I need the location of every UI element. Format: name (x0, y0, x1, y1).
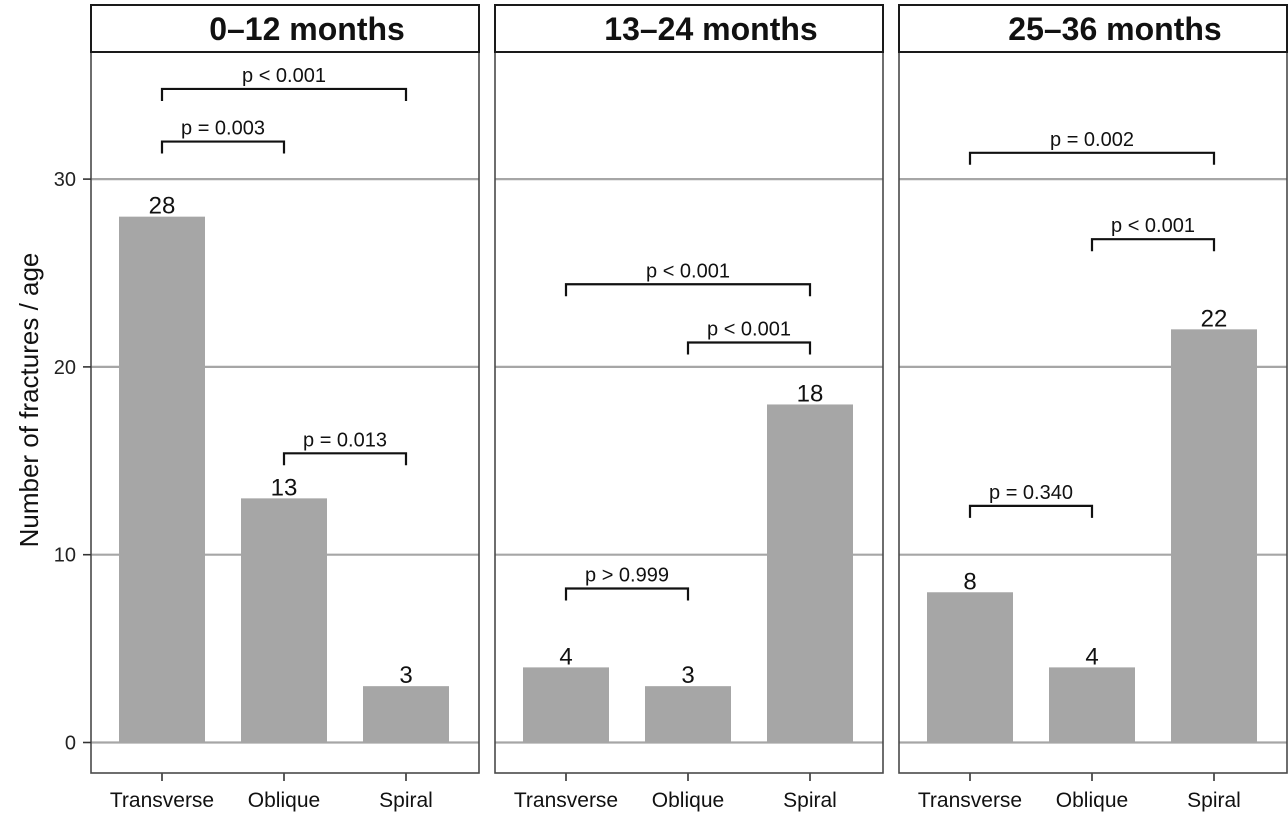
x-tick-label-spiral: Spiral (783, 789, 837, 812)
y-tick-label-10: 10 (54, 545, 76, 567)
y-tick-label-20: 20 (54, 357, 76, 379)
value-label-oblique: 3 (681, 662, 694, 689)
significance-bracket (160, 140, 286, 154)
significance-bracket (968, 504, 1094, 518)
significance-bracket (160, 87, 408, 101)
value-label-spiral: 22 (1201, 305, 1228, 332)
value-label-spiral: 18 (797, 380, 824, 407)
significance-bracket (1090, 238, 1216, 252)
p-value-label: p < 0.001 (242, 65, 326, 87)
panel-title: 25–36 months (1008, 11, 1221, 47)
panel-strip (90, 4, 480, 53)
panel-strip (494, 4, 884, 53)
x-tick-label-transverse: Transverse (110, 789, 214, 812)
x-tick-label-oblique: Oblique (652, 789, 724, 812)
p-value-label: p = 0.003 (181, 118, 265, 140)
panel-3: 8 4 22 p = 0.002 p < 0.001 p = 0.340 Transvers… (898, 4, 1288, 812)
p-value-label: p = 0.002 (1050, 129, 1134, 151)
p-value-label: p < 0.001 (707, 318, 791, 340)
y-axis-label: Number of fractures / age (14, 253, 44, 548)
p-value-label: p = 0.340 (989, 482, 1073, 504)
value-label-oblique: 13 (271, 474, 298, 501)
bar-spiral (363, 686, 449, 743)
significance-bracket (564, 587, 690, 601)
x-tick-label-spiral: Spiral (379, 789, 433, 812)
significance-bracket (686, 341, 812, 355)
bar-spiral (1171, 329, 1257, 743)
significance-bracket (282, 452, 408, 466)
p-value-label: p = 0.013 (303, 429, 387, 451)
value-label-spiral: 3 (399, 662, 412, 689)
x-tick-label-transverse: Transverse (514, 789, 618, 812)
y-tick-label-0: 0 (65, 733, 76, 755)
x-tick-label-spiral: Spiral (1187, 789, 1241, 812)
value-label-transverse: 4 (559, 643, 572, 670)
panel-1: 28 13 3 p < 0.001 p = 0.003 p = 0.013 Transver… (90, 4, 480, 812)
y-tick-label-30: 30 (54, 169, 76, 191)
value-label-transverse: 28 (149, 193, 176, 220)
p-value-label: p < 0.001 (1111, 215, 1195, 237)
x-tick-label-oblique: Oblique (248, 789, 320, 812)
significance-bracket (564, 283, 812, 297)
bar-transverse (927, 592, 1013, 743)
bar-spiral (767, 404, 853, 743)
value-label-oblique: 4 (1085, 643, 1098, 670)
p-value-label: p < 0.001 (646, 260, 730, 282)
value-label-transverse: 8 (963, 568, 976, 595)
bar-oblique (645, 686, 731, 743)
bar-oblique (241, 498, 327, 743)
panel-strip (898, 4, 1288, 53)
panel-2: 4 3 18 p < 0.001 p < 0.001 p > 0.999 Transvers… (494, 4, 884, 812)
significance-bracket (968, 151, 1216, 165)
bar-oblique (1049, 667, 1135, 743)
panel-title: 13–24 months (604, 11, 817, 47)
x-tick-label-transverse: Transverse (918, 789, 1022, 812)
p-value-label: p > 0.999 (585, 565, 669, 587)
x-tick-label-oblique: Oblique (1056, 789, 1128, 812)
panel-title: 0–12 months (209, 11, 405, 47)
bar-transverse (119, 216, 205, 743)
bar-transverse (523, 667, 609, 743)
